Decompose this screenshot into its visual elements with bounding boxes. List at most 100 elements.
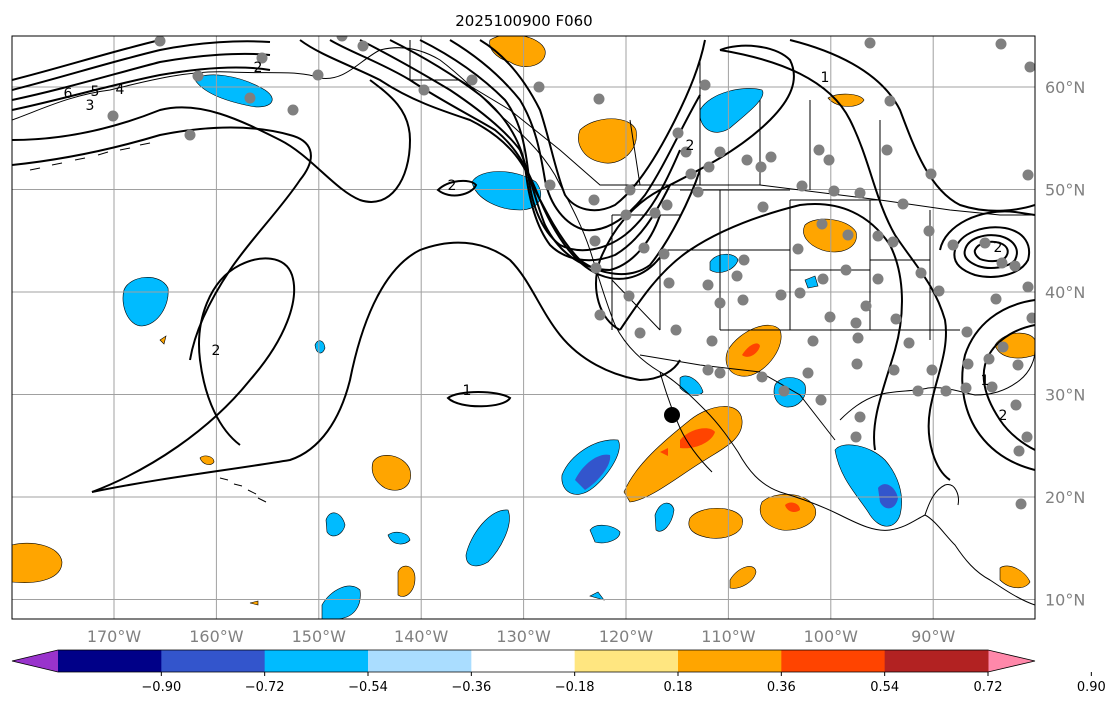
station-dot	[864, 37, 876, 49]
longitude-label: 130°W	[496, 627, 551, 646]
station-dot	[852, 332, 864, 344]
station-dot	[996, 257, 1008, 269]
map-area: 6 5 4 3 2 2 2 1 1 2 2 1 2	[12, 36, 1035, 619]
station-dot	[731, 270, 743, 282]
province-border	[629, 60, 881, 200]
latitude-label: 50°N	[1045, 181, 1085, 200]
latitude-labels: 60°N 50°N 40°N 30°N 20°N 10°N	[1045, 78, 1085, 610]
station-dot	[887, 236, 899, 248]
station-dot	[757, 201, 769, 213]
contour-labels: 6 5 4 3 2 2 2 1 1 2 2 1 2	[64, 60, 1008, 424]
station-dot	[915, 267, 927, 279]
station-dot	[775, 289, 787, 301]
negative-region	[804, 275, 819, 289]
positive-region	[760, 493, 817, 531]
highlight-point	[664, 407, 680, 423]
station-dot	[544, 179, 556, 191]
contour-line	[12, 126, 312, 361]
station-dot	[699, 79, 711, 91]
strong-positive-region	[785, 502, 800, 513]
station-dot	[960, 382, 972, 394]
colorbar-segment	[574, 650, 679, 672]
latitude-label: 30°N	[1045, 386, 1085, 405]
station-dot	[995, 38, 1007, 50]
station-dot	[983, 353, 995, 365]
colorbar-segment	[161, 650, 266, 672]
colorbar-tick-label: −0.54	[348, 680, 388, 695]
station-dot	[778, 385, 790, 397]
negative-region	[679, 375, 704, 396]
colorbar-segment	[368, 650, 472, 672]
colorbar-tick-label: −0.90	[141, 680, 181, 695]
negative-region	[465, 509, 510, 567]
station-dot	[738, 254, 750, 266]
positive-region	[578, 118, 637, 164]
contour-line	[389, 39, 671, 262]
station-dot	[794, 287, 806, 299]
station-dot	[890, 313, 902, 325]
coastline-north-america	[12, 47, 1035, 606]
station-dot	[903, 337, 915, 349]
station-dot	[872, 230, 884, 242]
strong-positive-region	[742, 343, 760, 357]
negative-region	[387, 531, 411, 545]
station-dot	[714, 146, 726, 158]
station-dot	[661, 199, 673, 211]
station-dot	[1012, 359, 1024, 371]
negative-region	[325, 512, 346, 537]
contour-label: 2	[686, 138, 695, 154]
station-dot	[842, 229, 854, 241]
station-dot	[336, 36, 348, 42]
station-dot	[923, 225, 935, 237]
coastline-gulf	[839, 349, 1035, 421]
station-dot	[979, 237, 991, 249]
positive-region	[199, 455, 215, 465]
colorbar-tick-label: 0.54	[870, 680, 899, 695]
positive-region	[397, 565, 416, 597]
colorbar-segment	[264, 650, 369, 672]
aleutians	[29, 142, 151, 171]
latitude-label: 10°N	[1045, 591, 1085, 610]
contour-line	[982, 324, 1035, 451]
station-dot	[256, 52, 268, 64]
station-dot	[1026, 312, 1035, 324]
station-dot	[860, 300, 872, 312]
colorbar-extend-high	[988, 650, 1035, 672]
station-dot	[854, 411, 866, 423]
station-dot	[881, 144, 893, 156]
colorbar-outline	[11, 649, 1036, 673]
station-dot	[703, 161, 715, 173]
station-dot	[1022, 169, 1034, 181]
negative-region	[314, 340, 326, 354]
stations	[107, 36, 1035, 510]
colorbar-tick-label: 0.90	[1077, 680, 1105, 695]
colorbar-segment	[58, 650, 162, 672]
station-dot	[287, 104, 299, 116]
station-dot	[1015, 498, 1027, 510]
gridlines	[12, 36, 1035, 619]
contour-line	[359, 39, 661, 272]
station-dot	[1021, 431, 1033, 443]
longitude-label: 90°W	[911, 627, 955, 646]
station-dot	[926, 364, 938, 376]
station-dot	[990, 293, 1002, 305]
contour-label: 1	[981, 373, 990, 389]
negative-region	[589, 591, 605, 601]
station-dot	[940, 385, 952, 397]
contour-label: 3	[86, 98, 95, 114]
contour-line	[789, 39, 1035, 212]
positive-region	[371, 455, 411, 491]
longitude-label: 140°W	[394, 627, 449, 646]
station-dot	[357, 40, 369, 52]
station-dot	[620, 209, 632, 221]
station-dot	[589, 235, 601, 247]
contour-line	[12, 40, 271, 91]
longitude-label: 100°W	[804, 627, 859, 646]
station-dot	[590, 262, 602, 274]
station-dot	[756, 371, 768, 383]
station-dot	[854, 187, 866, 199]
station-dot	[649, 207, 661, 219]
latitude-label: 20°N	[1045, 488, 1085, 507]
station-dot	[184, 129, 196, 141]
